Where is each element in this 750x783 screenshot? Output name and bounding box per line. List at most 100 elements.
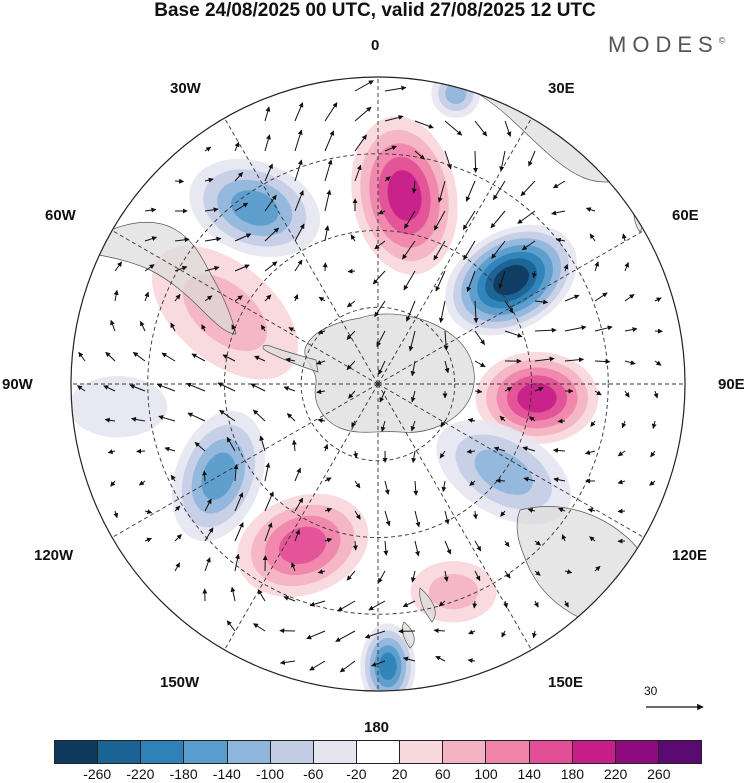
wind-arrow-107 (110, 319, 116, 332)
meridian-300 (111, 230, 379, 385)
wind-arrow-187 (164, 446, 176, 452)
wind-arrow-179 (499, 415, 506, 422)
wind-arrow-196 (439, 450, 446, 459)
wind-arrow-111 (231, 324, 237, 332)
graticule (71, 77, 685, 691)
wind-arrow-112 (260, 324, 266, 332)
wind-arrow-80 (403, 270, 416, 291)
wind-arrow-173 (317, 418, 326, 423)
wind-arrow-280 (402, 600, 416, 608)
wind-arrow-223 (113, 510, 119, 519)
wind-arrow-123 (594, 325, 613, 332)
wind-arrow-132 (254, 355, 266, 362)
wind-arrow-218 (523, 476, 536, 482)
wind-arrow-161 (534, 387, 544, 392)
wind-arrow-49 (490, 210, 506, 229)
colorbar-label-10: 140 (517, 766, 541, 782)
wind-arrow-31 (411, 180, 417, 194)
wind-arrow-148 (129, 384, 146, 392)
meridian-210 (224, 383, 379, 651)
wind-arrow-188 (194, 441, 206, 452)
colorbar-label-5: -60 (303, 766, 324, 782)
wind-arrow-232 (384, 510, 391, 527)
wind-arrow-267 (443, 570, 449, 582)
wind-arrow-135 (346, 360, 356, 370)
wind-arrow-73 (204, 265, 220, 272)
wind-arrow-1 (384, 85, 407, 92)
wind-arrow-213 (384, 480, 390, 495)
wind-arrow-62 (402, 240, 416, 260)
colorbar-label-4: -100 (255, 766, 285, 782)
wind-arrow-269 (504, 570, 511, 579)
meridian-60 (377, 230, 645, 385)
colorbar-label-13: 260 (647, 766, 671, 782)
wind-arrow-279 (368, 600, 386, 611)
wind-arrow-26 (264, 163, 273, 182)
wind-arrow-12 (234, 141, 240, 152)
wind-arrow-284 (533, 600, 539, 608)
wind-arrow-51 (551, 210, 566, 216)
wind-arrow-47 (433, 210, 446, 231)
wind-arrow-127 (105, 351, 116, 362)
wind-arrow-34 (492, 180, 506, 201)
wind-arrow-9 (474, 120, 488, 137)
wind-arrow-102 (534, 299, 549, 305)
wind-arrow-236 (500, 510, 506, 517)
wind-arrow-71 (144, 264, 155, 272)
wind-arrow-75 (264, 261, 278, 272)
wind-arrow-235 (472, 510, 478, 520)
wind-arrow-302 (435, 655, 446, 662)
wind-arrow-46 (404, 210, 416, 229)
wind-arrow-186 (136, 448, 146, 454)
colorbar-label-1: -220 (126, 766, 155, 782)
lon-label-150w: 150W (160, 674, 200, 691)
wind-arrow-181 (557, 418, 566, 424)
colorbar-swatch-3 (184, 741, 228, 763)
wind-arrow-93 (264, 294, 272, 302)
wind-arrow-252 (474, 540, 482, 552)
wind-arrow-272 (594, 565, 601, 572)
wind-arrow-72 (174, 265, 188, 272)
wind-arrow-298 (309, 660, 326, 671)
wind-arrow-146 (76, 385, 86, 392)
wind-arrow-228 (264, 491, 274, 512)
colorbar-swatch-8 (400, 741, 444, 763)
wind-arrow-110 (201, 324, 206, 332)
wind-arrow-55 (204, 236, 222, 242)
wind-arrow-16 (354, 134, 367, 152)
colorbar-swatch-9 (443, 741, 487, 763)
wind-arrow-241 (144, 537, 152, 543)
wind-arrow-143 (594, 358, 611, 364)
colorbar-swatch-0 (55, 741, 99, 763)
colorbar-swatch-6 (313, 741, 357, 763)
wind-arrow-145 (654, 360, 662, 366)
wind-arrow-163 (594, 390, 602, 396)
anomaly-9-level-2 (445, 82, 467, 105)
colorbar-labels: -260 -220 -180 -140 -100 -60 -20 20 60 100 140 180 2… (54, 766, 702, 782)
lon-label-60e: 60E (672, 207, 699, 224)
wind-arrow-3 (294, 102, 304, 122)
wind-arrow-99 (438, 300, 446, 323)
wind-arrow-250 (414, 540, 420, 557)
wind-arrow-230 (324, 507, 333, 513)
wind-arrow-180 (529, 416, 536, 422)
wind-arrow-142 (564, 357, 584, 363)
wind-arrow-7 (414, 120, 434, 129)
wind-arrow-83 (498, 270, 506, 289)
anomaly-1-level-3 (231, 190, 279, 226)
wind-arrow-151 (217, 382, 236, 392)
wind-arrow-225 (174, 505, 181, 512)
wind-arrow-255 (561, 534, 567, 542)
wind-arrow-21 (499, 150, 506, 172)
wind-arrow-150 (186, 382, 206, 392)
wind-arrow-67 (555, 237, 566, 243)
wind-arrow-294 (468, 629, 476, 635)
wind-arrow-210 (294, 467, 301, 482)
wind-arrow-59 (324, 225, 330, 242)
lon-label-30w: 30W (170, 80, 201, 97)
wind-arrow-33 (465, 180, 476, 202)
wind-arrow-217 (495, 478, 506, 484)
antarctica (304, 313, 475, 433)
wind-arrow-281 (438, 600, 446, 607)
south-america (75, 222, 237, 335)
